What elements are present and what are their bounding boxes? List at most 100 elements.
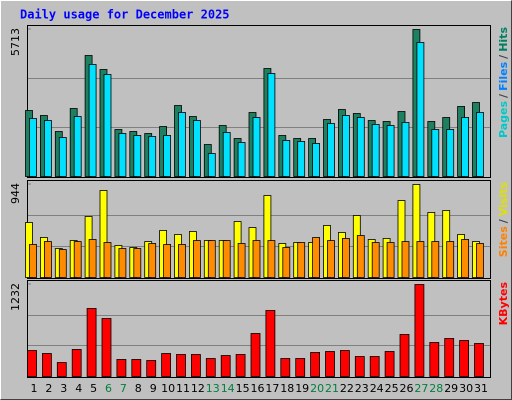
y-max-label: 5713 [9,28,22,56]
x-tick-label: 27 [414,382,428,395]
bar [163,135,172,177]
x-tick-label: 26 [400,382,414,395]
bar [401,122,410,177]
bar [371,242,380,278]
x-tick-label: 18 [280,382,294,395]
bar [416,42,425,177]
bar [267,240,276,278]
x-tick-label: 30 [459,382,473,395]
bar [310,352,321,377]
x-tick-label: 11 [176,382,190,395]
bar [252,240,261,278]
bar [42,353,52,377]
legend-separator: / [497,218,510,223]
bar [444,338,455,377]
bar [178,244,186,278]
bar [446,129,455,177]
bar [429,342,440,377]
bar [131,359,142,377]
bar [58,249,67,278]
bar [146,360,157,377]
x-tick-label: 24 [370,382,384,395]
bar [412,184,421,278]
bar [386,125,395,177]
bar [237,243,246,278]
x-tick-label: 21 [325,382,339,395]
bar [369,356,380,377]
bar [88,239,97,278]
x-tick-label: 31 [474,382,488,395]
x-tick-label: 25 [385,382,399,395]
bar [29,118,37,177]
bar [133,248,142,278]
bar [220,355,231,377]
x-tick-label: 29 [444,382,458,395]
bar [103,74,112,177]
bar [99,190,108,278]
bar [416,241,425,278]
x-tick-label: 3 [60,382,67,395]
bar [103,242,112,278]
bar [263,195,272,278]
bar [474,343,484,377]
x-tick-label: 4 [75,382,82,395]
bar [327,123,335,177]
bar [399,334,410,377]
bar [192,240,201,278]
bar [431,241,440,278]
x-tick-label: 23 [355,382,369,395]
bar [207,153,216,177]
legend-item: Files [497,61,510,91]
bar [461,117,470,177]
bar [459,340,470,377]
bar [339,350,350,377]
x-tick-label: 28 [429,382,443,395]
bar [118,133,127,177]
bar [397,200,406,278]
bar [280,358,291,377]
legend-item: Pages [497,100,510,138]
bar [44,120,52,177]
x-tick-label: 8 [135,382,142,395]
bar [476,243,484,278]
x-tick-label: 20 [310,382,324,395]
bar [461,239,470,278]
bar [356,235,365,278]
bar [163,244,172,278]
bar [73,241,82,278]
bar [356,117,365,177]
x-tick-label: 5 [90,382,97,395]
bar [282,140,291,177]
bar [190,354,201,377]
bar [341,238,350,278]
bar [401,241,410,278]
bar [207,240,216,278]
bar [161,353,172,377]
bar [354,356,365,377]
bar [29,244,37,278]
x-tick-label: 2 [45,382,52,395]
x-tick-label: 15 [236,382,250,395]
bar [252,117,261,177]
bar [386,242,395,278]
legend-separator: / [497,93,510,98]
y-max-label: 1232 [9,283,22,311]
bar [71,349,82,377]
bar [237,142,246,177]
x-tick-label: 22 [340,382,354,395]
legend-separator: / [497,54,510,59]
bar [341,115,350,177]
legend-item: Hits [497,27,510,52]
legend-item: Visits [497,182,510,217]
bar [476,112,484,177]
bar [312,237,321,278]
legend: KBytes [497,282,510,326]
x-tick-label: 14 [221,382,235,395]
bar [73,116,82,177]
x-tick-label: 16 [251,382,265,395]
x-tick-label: 13 [206,382,220,395]
bar [101,318,112,377]
bar [446,241,455,278]
legend-item: KBytes [497,282,510,326]
